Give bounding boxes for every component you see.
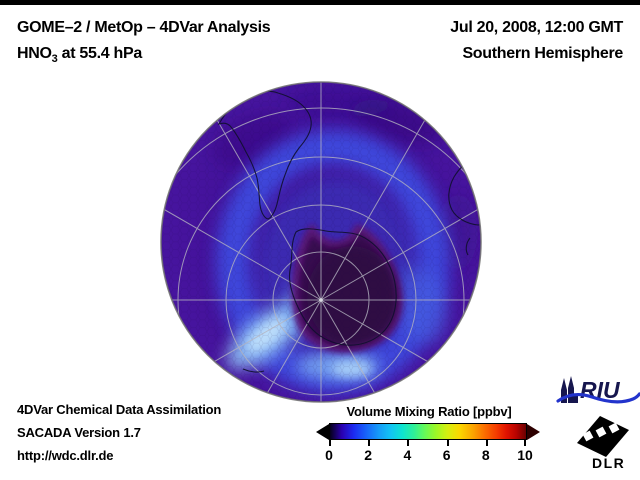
species-subscript: 3 (51, 53, 58, 66)
colorbar-ticks (329, 440, 527, 447)
colorbar-tick (407, 440, 410, 446)
riu-wave-icon (556, 392, 640, 404)
header-right: Jul 20, 2008, 12:00 GMT Southern Hemisph… (450, 15, 623, 67)
dlr-emblem-icon (577, 416, 629, 457)
colorbar-gradient-bar (329, 423, 527, 440)
colorbar-tick-label: 6 (442, 447, 451, 463)
colorbar-tick-label: 10 (517, 447, 533, 463)
south-pole-point (319, 298, 323, 302)
species-formula: HNO (17, 45, 52, 62)
colorbar-tick-label: 0 (325, 447, 333, 463)
coastline-south-georgia (242, 368, 265, 373)
datetime-label: Jul 20, 2008, 12:00 GMT (450, 19, 623, 36)
colorbar-over-range-arrow-icon (527, 423, 540, 440)
colorbar-under-range-arrow-icon (316, 423, 329, 440)
dlr-logo-graphic: DLR (577, 416, 629, 471)
page-title: GOME–2 / MetOp – 4DVar Analysis (17, 19, 271, 36)
assimilation-label: 4DVar Chemical Data Assimilation (17, 402, 222, 417)
hemisphere-label: Southern Hemisphere (462, 45, 623, 62)
coastline-madagascar (465, 237, 471, 256)
colorbar-tick-labels: 0 2 4 6 8 10 (325, 447, 533, 463)
footer-credits: 4DVar Chemical Data Assimilation SACADA … (17, 398, 221, 467)
coastline-south-america (217, 90, 312, 220)
pressure-level: at 55.4 hPa (57, 45, 143, 62)
riu-logo: RIU (556, 374, 640, 415)
dlr-logo: DLR (566, 412, 636, 475)
colorbar-tick (485, 440, 488, 446)
coastline-antarctica (288, 228, 397, 346)
top-black-bar (0, 0, 640, 5)
colorbar-title: Volume Mixing Ratio [ppbv] (346, 404, 512, 419)
colorbar-tick-label: 4 (403, 447, 412, 463)
species-level-subtitle: HNO3 at 55.4 hPa (17, 41, 270, 72)
colorbar-tick (524, 440, 526, 446)
colorbar-tick-label: 8 (481, 447, 490, 463)
colorbar-tick-label: 2 (364, 447, 373, 463)
riu-logo-graphic: RIU (556, 376, 640, 404)
globe-horizon-rim (160, 81, 482, 403)
colorbar-tick (329, 440, 331, 446)
colorbar-tick (368, 440, 371, 446)
sacada-version-label: SACADA Version 1.7 (17, 425, 141, 440)
colorbar-tick (446, 440, 449, 446)
colorbar: Volume Mixing Ratio [ppbv] 0 2 4 6 8 10 (316, 404, 542, 463)
dlr-wordmark: DLR (592, 455, 625, 470)
header-left: GOME–2 / MetOp – 4DVar Analysis HNO3 at … (17, 15, 271, 72)
colorbar-bar-row (316, 423, 542, 440)
wdc-url-label: http://wdc.dlr.de (17, 448, 114, 463)
